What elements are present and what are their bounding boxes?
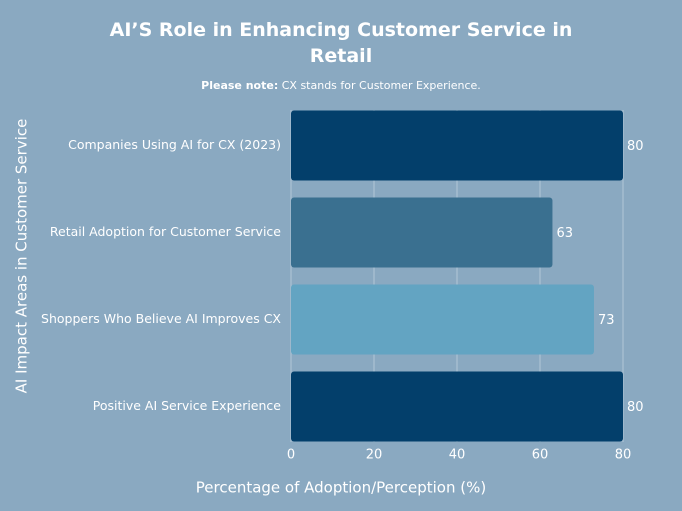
y-tick-label: Shoppers Who Believe AI Improves CX (41, 311, 281, 326)
y-tick-label: Positive AI Service Experience (93, 398, 282, 413)
note-text: CX stands for Customer Experience. (281, 79, 481, 92)
value-label: 73 (598, 313, 615, 328)
bar (291, 197, 553, 268)
bar (291, 110, 623, 181)
x-tick-label: 0 (287, 448, 295, 463)
x-tick-label: 80 (615, 448, 632, 463)
bar (291, 284, 594, 355)
y-axis-title: AI Impact Areas in Customer Service (13, 119, 31, 394)
x-tick-label: 40 (449, 448, 466, 463)
chart-title: AI’S Role in Enhancing Customer Service … (109, 19, 573, 67)
y-tick-label: Retail Adoption for Customer Service (50, 224, 281, 239)
note-label: Please note: (201, 79, 279, 92)
value-label: 63 (556, 226, 573, 241)
x-tick-label: 20 (366, 448, 383, 463)
subtitle: Please note: CX stands for Customer Expe… (0, 79, 682, 92)
value-label: 80 (627, 400, 644, 415)
x-axis-title: Percentage of Adoption/Perception (%) (196, 479, 486, 497)
x-tick-label: 60 (532, 448, 549, 463)
bar (291, 371, 623, 442)
value-label: 80 (627, 139, 644, 154)
y-tick-label: Companies Using AI for CX (2023) (68, 137, 281, 152)
